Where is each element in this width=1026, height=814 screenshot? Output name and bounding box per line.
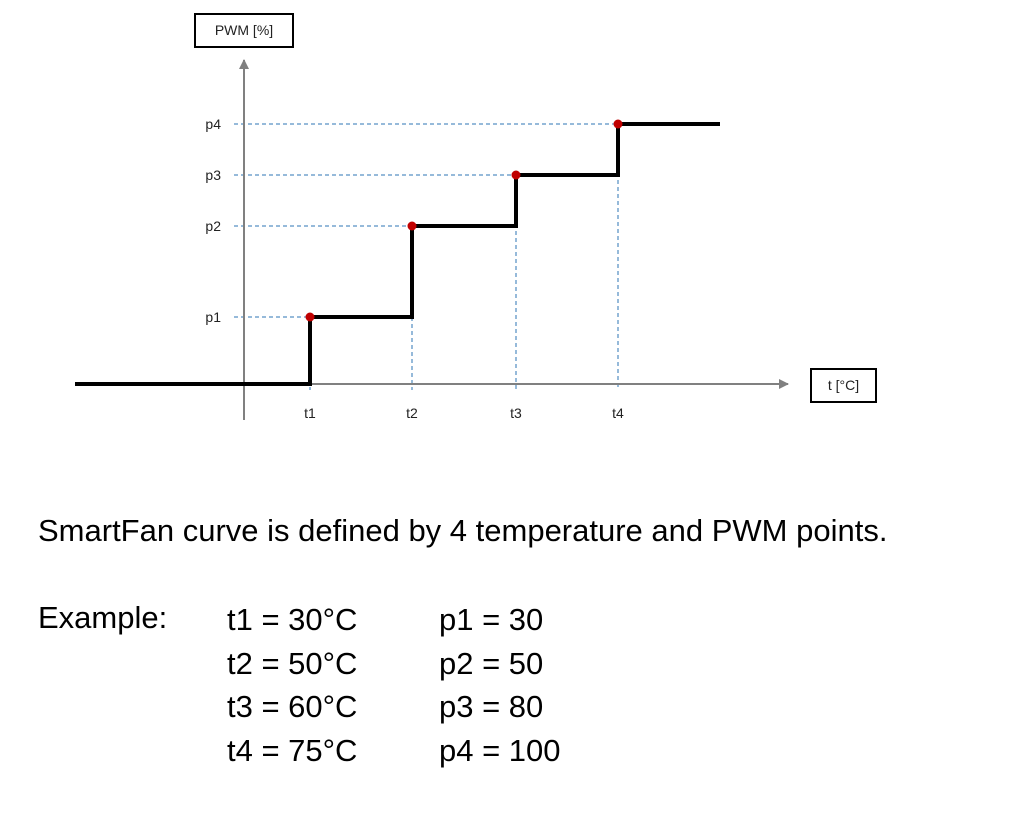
y-tick-label: p2: [205, 218, 221, 234]
y-tick-label: p4: [205, 116, 221, 132]
example-temperature: t1 = 30°C: [227, 602, 358, 637]
fan-curve-line: [75, 122, 720, 386]
caption: SmartFan curve is defined by 4 temperatu…: [38, 513, 888, 548]
x-tick-label: t2: [406, 405, 418, 421]
example-pwm: p3 = 80: [439, 689, 544, 724]
x-tick-label: t3: [510, 405, 522, 421]
example-temperature: t4 = 75°C: [227, 732, 358, 768]
curve-point: [511, 170, 521, 180]
x-tick-label: t1: [304, 405, 316, 421]
smartfan-curve-chart: p1 p2 p3 p4 t1 t2 t3 t4: [75, 59, 789, 421]
curve-point: [613, 119, 623, 129]
curve-point: [305, 312, 315, 322]
x-tick-label: t4: [612, 405, 624, 421]
example-pwm-column: p1 = 30 p2 = 50 p3 = 80 p4 = 100: [439, 598, 561, 772]
example-temperature: t3 = 60°C: [227, 689, 358, 724]
y-axis-label: PWM [%]: [194, 13, 294, 48]
x-axis-label: t [°C]: [810, 368, 877, 403]
example-temperature: t2 = 50°C: [227, 645, 358, 681]
example-pwm: p4 = 100: [439, 732, 561, 768]
example-temperature-column: t1 = 30°C t2 = 50°C t3 = 60°C t4 = 75°C: [227, 598, 357, 772]
example-pwm: p2 = 50: [439, 645, 544, 681]
curve-point: [407, 221, 417, 231]
example-label: Example:: [38, 600, 168, 635]
y-tick-label: p1: [205, 309, 221, 325]
y-tick-label: p3: [205, 167, 221, 183]
example-pwm: p1 = 30: [439, 602, 544, 637]
